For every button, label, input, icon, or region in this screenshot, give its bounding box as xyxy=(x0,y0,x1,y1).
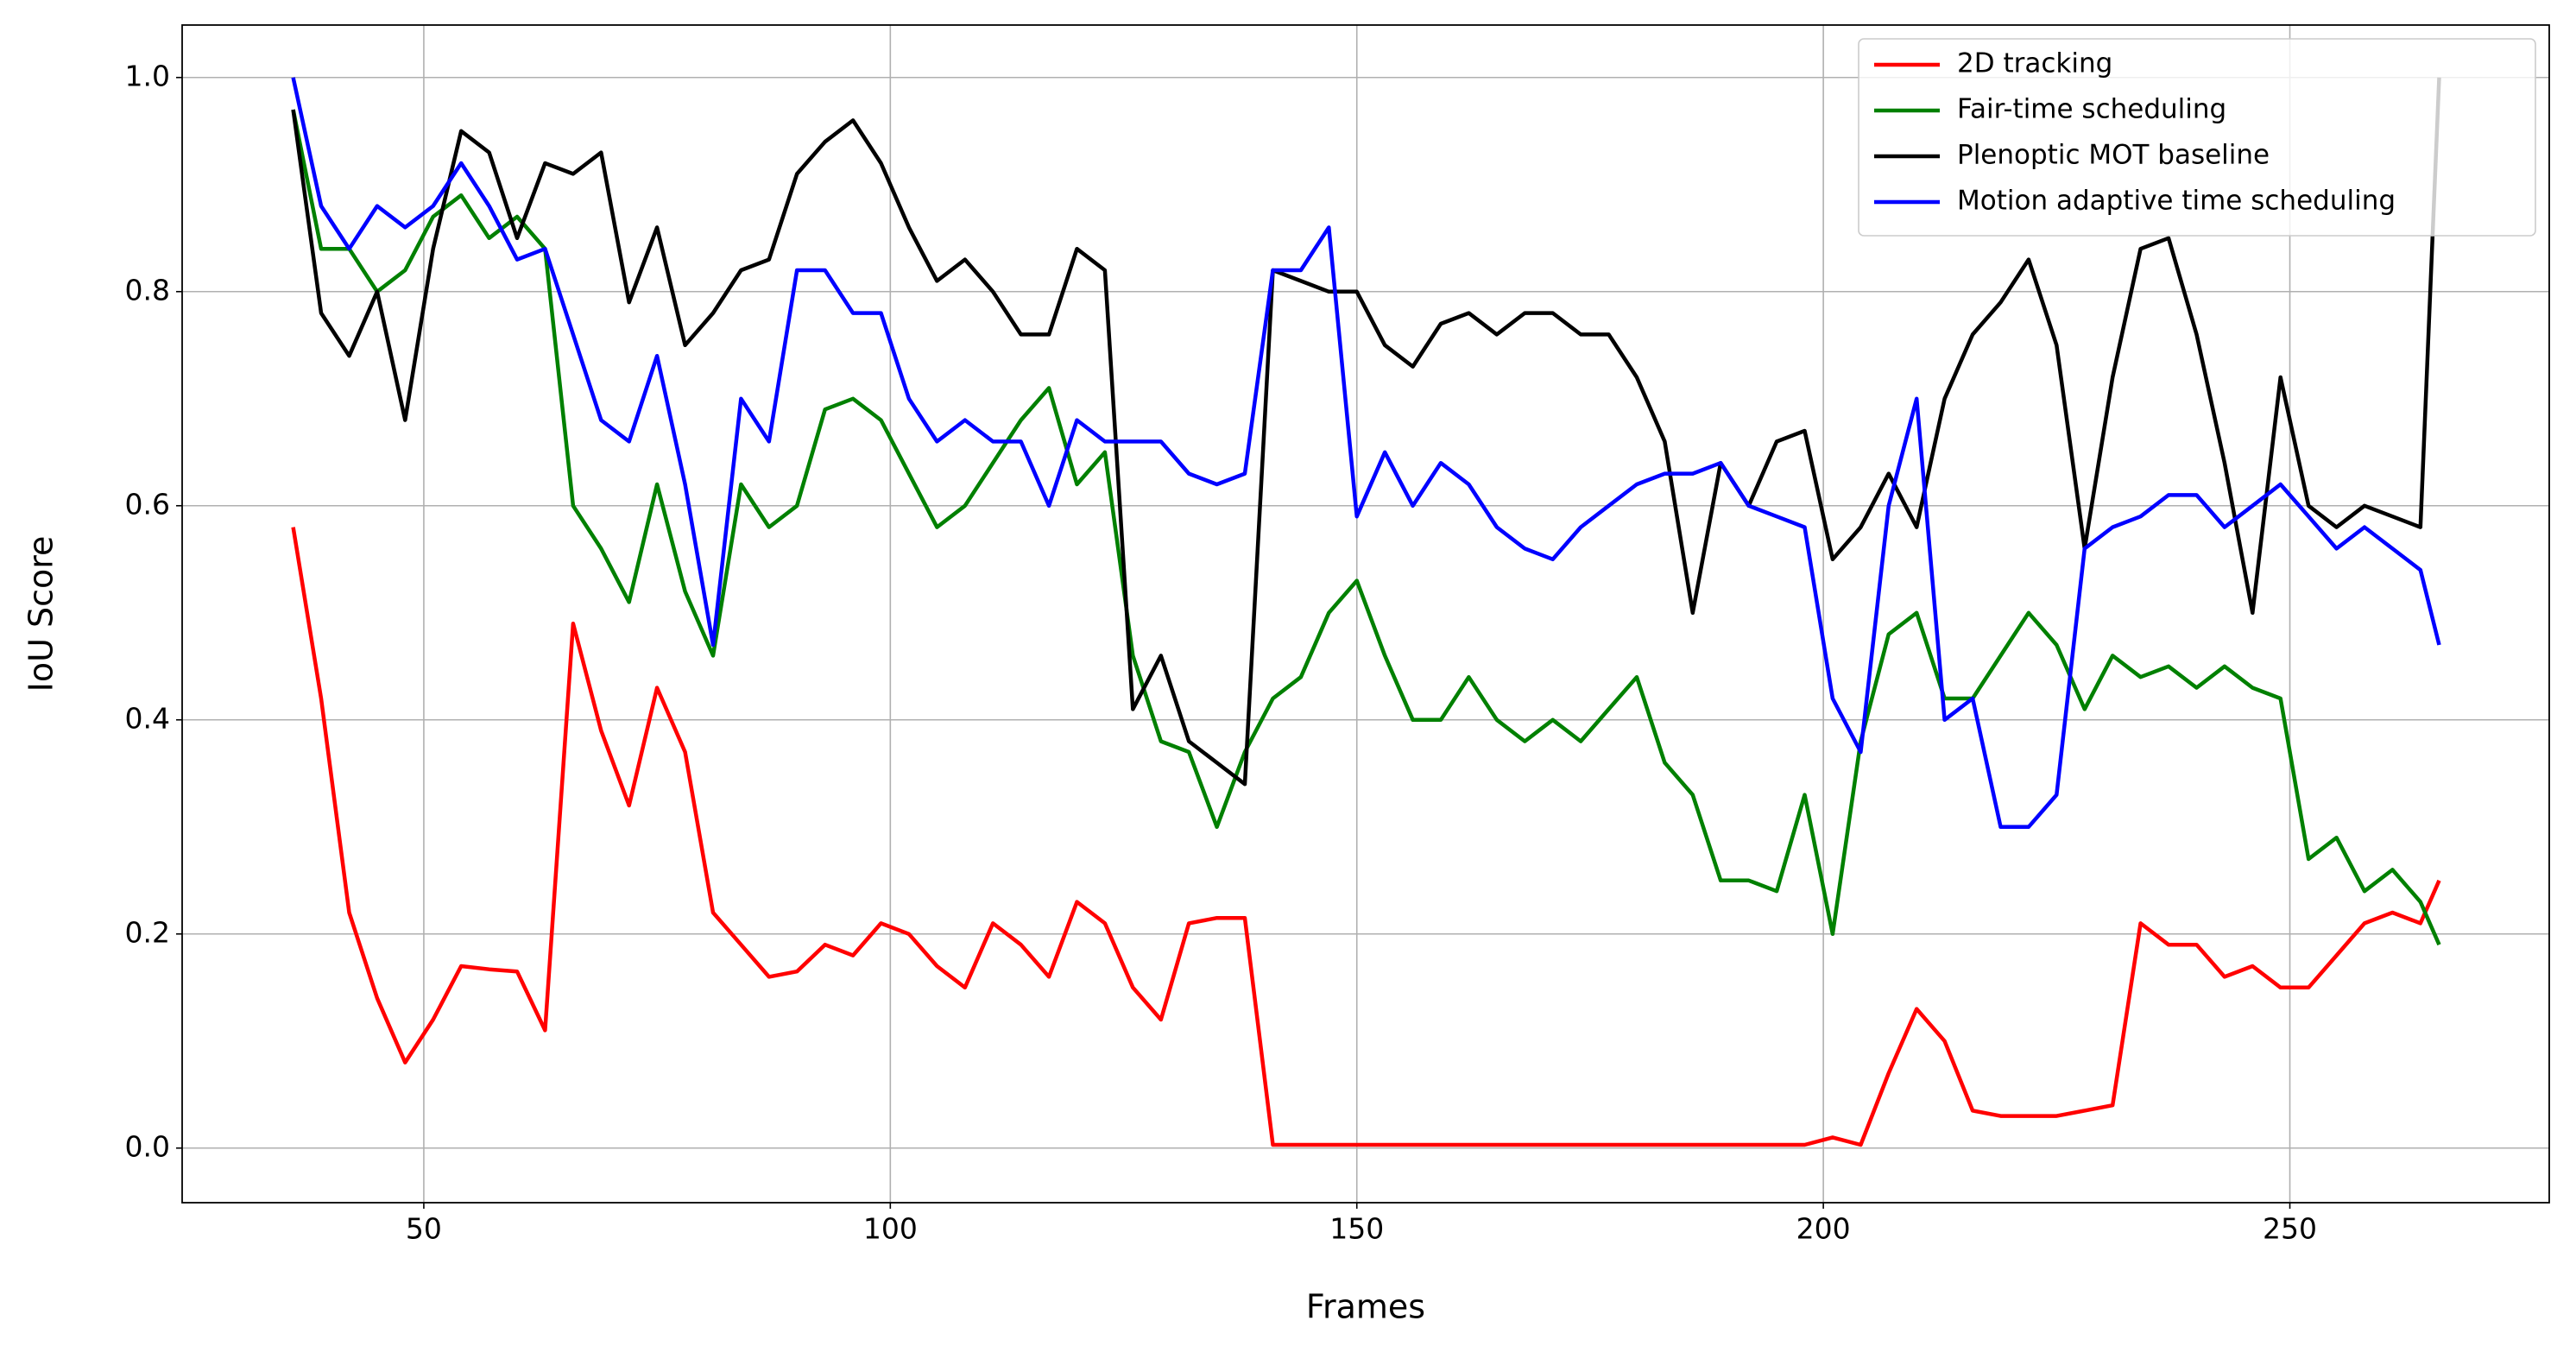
y-tick-label: 0.6 xyxy=(125,487,170,521)
x-tick-label: 50 xyxy=(406,1212,442,1246)
series-line xyxy=(291,77,2441,787)
x-tick-label: 100 xyxy=(863,1212,918,1246)
plot-frame xyxy=(181,24,2550,1204)
legend: 2D tracking Fair-time scheduling Plenoptic… xyxy=(1858,38,2536,237)
y-tick-label: 1.0 xyxy=(125,59,170,92)
y-tick-label: 0.2 xyxy=(125,915,170,949)
y-axis-label: IoU Score xyxy=(22,536,60,692)
x-tick-label: 250 xyxy=(2263,1212,2317,1246)
x-axis-label: Frames xyxy=(1306,1288,1425,1326)
y-tick-label: 0.0 xyxy=(125,1129,170,1163)
series-line xyxy=(291,527,2441,1147)
y-tick-label: 0.8 xyxy=(125,273,170,306)
series-line xyxy=(291,109,2441,946)
y-tick-label: 0.4 xyxy=(125,701,170,735)
legend-label: Motion adaptive time scheduling xyxy=(1957,186,2396,217)
series-line xyxy=(291,77,2441,830)
legend-label: 2D tracking xyxy=(1957,48,2112,79)
legend-label: Plenoptic MOT baseline xyxy=(1957,140,2270,171)
legend-label: Fair-time scheduling xyxy=(1957,94,2226,125)
x-tick-label: 200 xyxy=(1796,1212,1851,1246)
legend-box xyxy=(1858,38,2536,237)
x-tick-label: 150 xyxy=(1329,1212,1384,1246)
